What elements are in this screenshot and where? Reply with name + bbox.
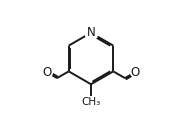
Text: O: O [130,66,140,79]
Text: O: O [42,66,52,79]
Text: CH₃: CH₃ [81,97,101,106]
Text: N: N [87,26,95,39]
